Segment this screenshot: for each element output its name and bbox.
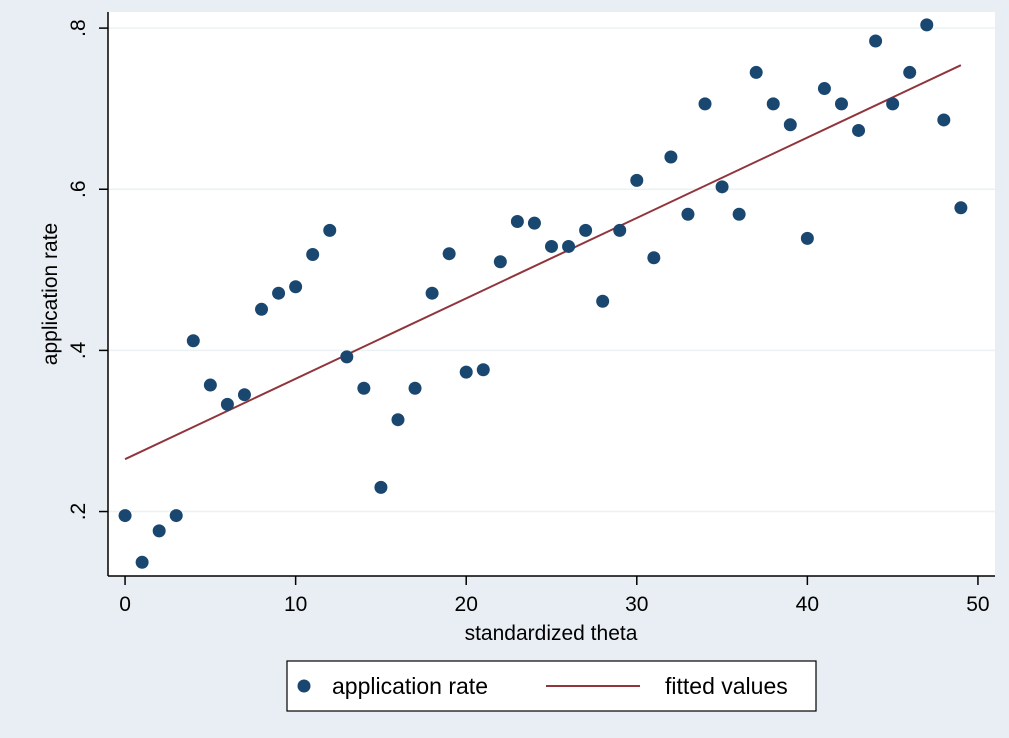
y-tick-label-0: .2 — [67, 503, 90, 521]
y-axis-title: application rate — [39, 223, 62, 365]
data-point-0 — [118, 509, 132, 523]
data-point-33 — [681, 207, 695, 221]
data-point-30 — [630, 173, 644, 187]
x-tick-label-2: 20 — [455, 593, 478, 616]
data-point-37 — [749, 65, 763, 79]
data-point-5 — [203, 378, 217, 392]
y-tick-label-1: .4 — [67, 341, 90, 359]
data-point-34 — [698, 97, 712, 111]
data-point-20 — [459, 365, 473, 379]
data-point-10 — [289, 280, 303, 294]
y-tick-label-3: .8 — [67, 19, 90, 37]
x-tick-label-1: 10 — [284, 593, 307, 616]
data-point-8 — [255, 302, 269, 316]
data-point-26 — [562, 239, 576, 253]
data-point-41 — [817, 82, 831, 96]
x-tick-label-4: 40 — [796, 593, 819, 616]
data-point-25 — [545, 239, 558, 253]
gridlines — [108, 27, 995, 513]
plot-area — [108, 12, 995, 576]
fitted-values-line — [124, 64, 962, 461]
data-point-7 — [237, 388, 251, 402]
data-point-4 — [186, 334, 200, 348]
data-point-12 — [323, 223, 337, 237]
data-point-17 — [408, 381, 422, 395]
data-point-23 — [510, 214, 524, 228]
data-point-14 — [357, 381, 371, 395]
x-axis-ticks: 0 10 20 30 40 50 — [119, 576, 990, 616]
legend-marker-application-rate — [297, 679, 311, 693]
x-tick-label-0: 0 — [119, 593, 131, 616]
data-point-3 — [169, 509, 183, 523]
data-point-6 — [220, 397, 234, 411]
data-point-27 — [579, 223, 593, 237]
data-point-48 — [937, 113, 951, 127]
data-point-18 — [425, 286, 439, 300]
data-point-40 — [800, 231, 814, 245]
legend-label-fitted-values: fitted values — [665, 673, 788, 699]
data-point-2 — [152, 524, 166, 538]
data-point-45 — [886, 97, 900, 111]
data-point-35 — [715, 180, 729, 194]
data-point-47 — [920, 18, 934, 32]
data-point-36 — [732, 207, 746, 221]
data-point-24 — [527, 216, 541, 230]
data-point-39 — [783, 118, 797, 132]
y-tick-label-2: .6 — [67, 180, 90, 198]
data-point-21 — [476, 363, 490, 377]
legend: application rate fitted values — [286, 660, 817, 712]
x-tick-label-3: 30 — [625, 593, 648, 616]
x-axis-title: standardized theta — [465, 622, 638, 645]
data-point-32 — [664, 150, 678, 164]
y-axis-ticks: .2 .4 .6 .8 — [67, 19, 108, 520]
data-point-1 — [135, 555, 149, 569]
x-tick-label-5: 50 — [966, 593, 989, 616]
data-point-16 — [391, 413, 405, 427]
series-layer — [118, 18, 968, 569]
data-point-42 — [834, 97, 848, 111]
data-point-9 — [272, 286, 286, 300]
data-point-28 — [596, 294, 610, 308]
data-point-44 — [869, 34, 883, 48]
data-point-13 — [340, 350, 354, 364]
legend-label-application-rate: application rate — [332, 673, 488, 699]
data-point-38 — [766, 97, 780, 111]
data-point-29 — [613, 223, 627, 237]
data-point-15 — [374, 480, 388, 494]
data-point-46 — [903, 65, 917, 79]
data-point-49 — [954, 201, 968, 215]
data-point-19 — [442, 247, 456, 261]
data-point-43 — [852, 123, 866, 137]
data-point-11 — [306, 248, 320, 262]
data-point-31 — [647, 251, 661, 265]
data-point-22 — [493, 255, 507, 269]
